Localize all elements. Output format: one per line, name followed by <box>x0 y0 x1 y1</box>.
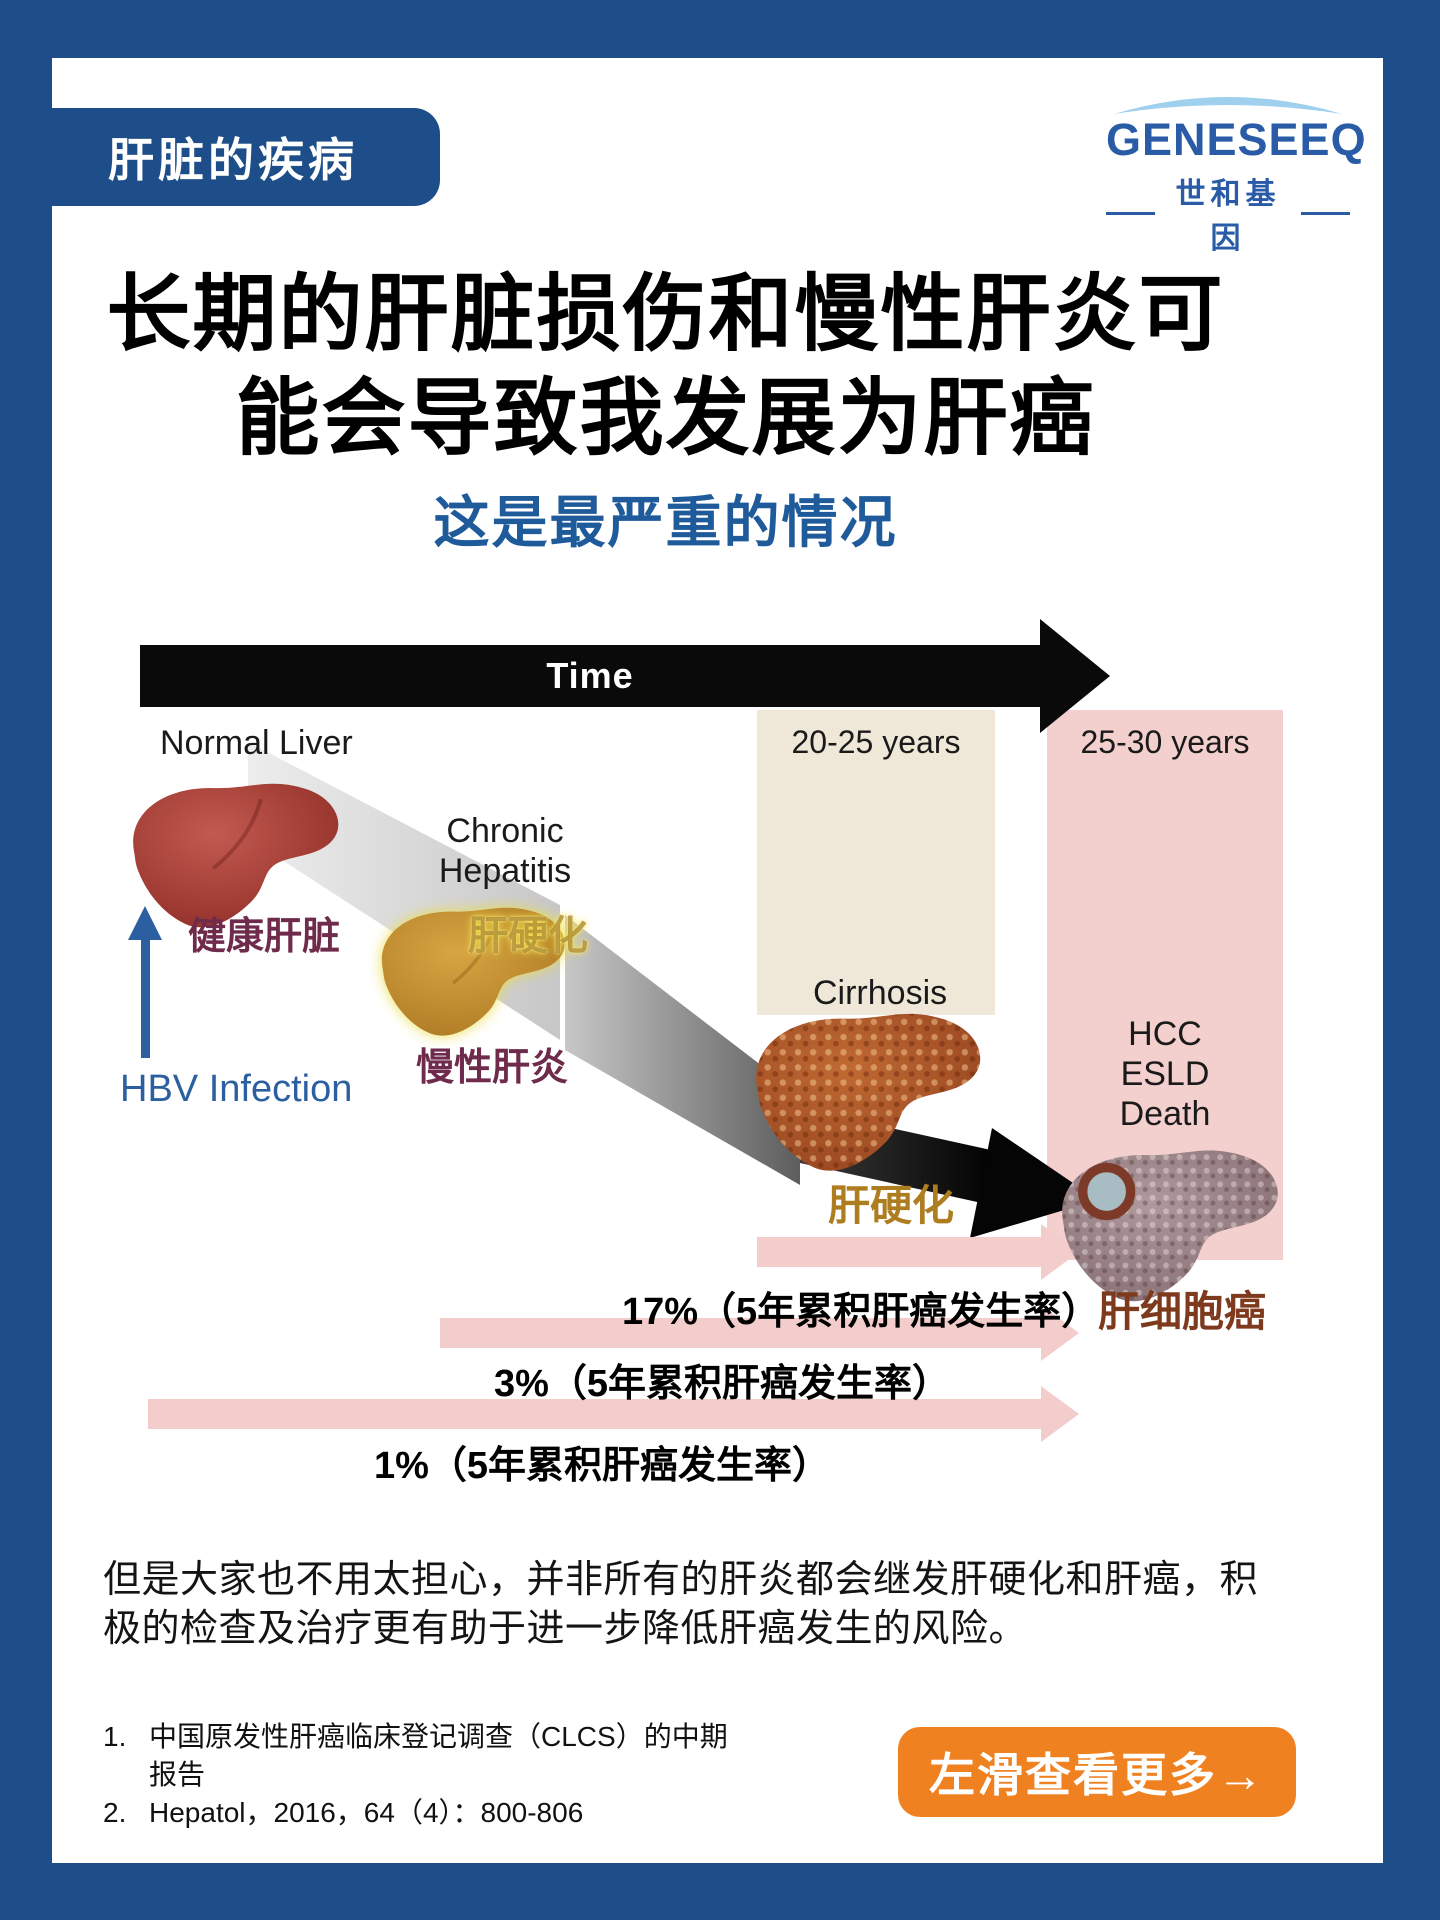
reference-1-number: 1. <box>103 1721 127 1752</box>
topic-badge: 肝脏的疾病 <box>0 108 440 206</box>
hbv-arrow-head-icon <box>128 906 162 940</box>
time-axis-bar: Time <box>140 645 1040 707</box>
cirrhosis-liver-image <box>756 1013 981 1171</box>
rate-label-3pct: 3%（5年累积肝癌发生率） <box>494 1363 951 1405</box>
time-axis-label: Time <box>546 655 634 696</box>
logo-brand-text: GENESEEQ <box>1106 114 1367 165</box>
reference-2: 2. Hepatol，2016，64（4）：800-806 <box>103 1794 743 1832</box>
logo-arc-icon <box>1114 97 1342 114</box>
period-label-20-25-years: 20-25 years <box>791 724 961 760</box>
rate-label-17pct: 17%（5年累积肝癌发生率） <box>622 1291 1100 1333</box>
reference-2-number: 2. <box>103 1797 127 1828</box>
hcc-liver-image <box>1062 1150 1278 1302</box>
cn-label-ghost-cirrhosis: 肝硬化 <box>468 914 588 958</box>
swipe-more-button-label: 左滑查看更多→ <box>929 1749 1265 1801</box>
stage-label-normal-liver: Normal Liver <box>160 724 353 762</box>
brand-logo: GENESEEQ 世和基因 <box>1106 90 1367 257</box>
period-label-25-30-years: 25-30 years <box>1080 724 1250 760</box>
death-line: Death <box>1119 1095 1211 1133</box>
swipe-more-button[interactable]: 左滑查看更多→ <box>898 1727 1296 1817</box>
cn-label-chronic-hepatitis: 慢性肝炎 <box>416 1047 569 1089</box>
hbv-infection-label: HBV Infection <box>120 1068 353 1110</box>
logo-dash-right <box>1301 211 1350 215</box>
logo-dash-left <box>1106 211 1155 215</box>
stage-label-cirrhosis: Cirrhosis <box>813 974 948 1012</box>
cn-label-cirrhosis: 肝硬化 <box>828 1182 955 1229</box>
rate-arrow-1pct <box>148 1399 1041 1429</box>
reflection-fade-overlay <box>894 1821 1300 1863</box>
rate-arrow-17pct <box>757 1237 1041 1267</box>
stage-label-hcc-esld-death: HCC ESLD Death <box>1047 1014 1283 1134</box>
logo-cn-text: 世和基因 <box>1175 178 1281 256</box>
rate-arrow-1pct-head-icon <box>1041 1386 1079 1442</box>
logo-cn-row: 世和基因 <box>1106 169 1350 257</box>
reference-1-text: 中国原发性肝癌临床登记调查（CLCS）的中期报告 <box>149 1721 728 1790</box>
healthy-liver-image <box>133 783 339 928</box>
tumor-spot <box>1078 1162 1136 1221</box>
rate-label-1pct: 1%（5年累积肝癌发生率） <box>374 1445 831 1487</box>
topic-badge-label: 肝脏的疾病 <box>108 134 358 186</box>
reassurance-paragraph: 但是大家也不用太担心，并非所有的肝炎都会继发肝硬化和肝癌，积极的检查及治疗更有助… <box>103 1559 1259 1650</box>
rate-arrow-3pct <box>440 1318 1041 1348</box>
page-subtitle: 这是最严重的情况 <box>433 491 898 554</box>
reference-2-text: Hepatol，2016，64（4）：800-806 <box>149 1797 584 1828</box>
page-title-line1: 长期的肝脏损伤和慢性肝炎可 <box>106 267 1225 361</box>
cn-label-healthy-liver: 健康肝脏 <box>188 916 341 958</box>
page-title: 长期的肝脏损伤和慢性肝炎可 能会导致我发展为肝癌 <box>0 262 1331 470</box>
period-column-20-25 <box>757 710 995 1015</box>
esld-line: ESLD <box>1120 1055 1210 1093</box>
references: 1. 中国原发性肝癌临床登记调查（CLCS）的中期报告 2. Hepatol，2… <box>103 1718 743 1832</box>
cn-label-hcc: 肝细胞癌 <box>1098 1288 1267 1335</box>
rate-arrow-3pct-head-icon <box>1041 1305 1079 1361</box>
hcc-line: HCC <box>1128 1015 1202 1053</box>
hbv-arrow-shaft <box>141 938 150 1058</box>
chronic-hepatitis-liver-image <box>381 907 565 1036</box>
stage-label-hepatitis: Hepatitis <box>438 852 572 890</box>
time-axis-arrowhead-icon <box>1040 619 1110 733</box>
reference-1: 1. 中国原发性肝癌临床登记调查（CLCS）的中期报告 <box>103 1718 743 1794</box>
page-title-line2: 能会导致我发展为肝癌 <box>235 371 1096 465</box>
stage-label-chronic: Chronic <box>446 812 564 850</box>
